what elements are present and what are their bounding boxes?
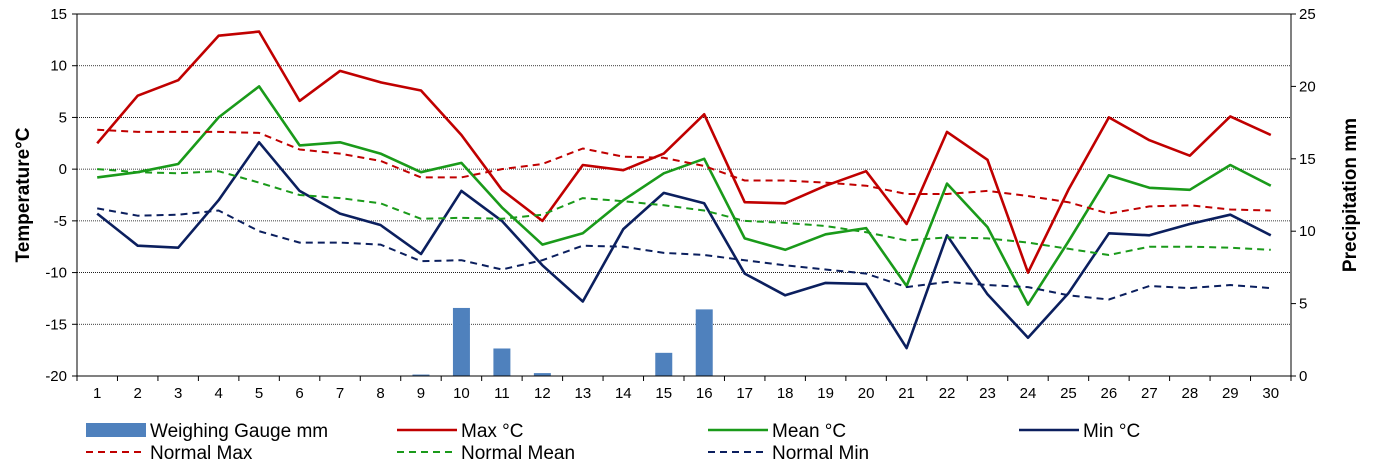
bar-series [412,307,713,376]
x-tick-label: 9 [417,385,425,402]
series-line [97,85,1272,306]
precip-bar [695,309,713,376]
x-tick-label: 3 [174,385,182,402]
right-axis-ticks: 0 5 10 15 20 25 [1291,6,1316,385]
x-tick-label: 28 [1181,385,1198,402]
series-line [97,128,1271,215]
precip-bar [412,374,430,376]
x-tick-label: 20 [858,385,875,402]
x-tick-label: 1 [93,385,101,402]
y-left-tick-label: -20 [45,368,67,385]
x-tick-label: 23 [979,385,996,402]
y-left-tick-label: 0 [59,161,67,178]
y-right-tick-label: 25 [1299,6,1316,23]
x-tick-label: 24 [1020,385,1037,402]
y-left-tick-label: -10 [45,265,67,282]
x-tick-label: 5 [255,385,263,402]
line-series [96,30,1272,350]
x-tick-label: 22 [939,385,956,402]
precip-bar [452,307,470,376]
y-left-tick-label: 5 [59,109,67,126]
y-right-tick-label: 15 [1299,151,1316,168]
y-left-tick-label: 10 [50,58,67,75]
y-left-axis-title: Temperature°C [13,127,34,262]
legend-label: Min °C [1083,421,1140,442]
legend-label: Weighing Gauge mm [150,421,328,442]
plot-area-frame [76,13,1292,377]
x-tick-label: 14 [615,385,632,402]
x-tick-label: 10 [453,385,470,402]
x-tick-label: 12 [534,385,551,402]
legend-label: Normal Mean [461,443,575,464]
legend-label: Normal Min [772,443,869,464]
x-axis-ticks: 1 2 3 4 5 6 7 8 9 10 11 12 13 14 15 16 17 18 19 20 21 22 23 24 2… [76,376,1292,402]
x-tick-label: 19 [817,385,834,402]
x-tick-label: 13 [574,385,591,402]
precip-bar [493,348,511,376]
legend: Weighing Gauge mm Max °C Mean °C Min °C Norm… [86,421,1140,464]
y-left-tick-label: -15 [45,316,67,333]
series-line [97,207,1271,301]
y-right-tick-label: 0 [1299,368,1307,385]
series-line [96,30,1272,274]
legend-label: Normal Max [150,443,253,464]
x-tick-label: 7 [336,385,344,402]
x-tick-label: 21 [898,385,915,402]
x-tick-label: 29 [1222,385,1239,402]
y-right-tick-label: 10 [1299,223,1316,240]
legend-label: Max °C [461,421,524,442]
grid-lines [77,65,1291,325]
legend-swatch [86,423,146,437]
y-right-tick-label: 20 [1299,78,1316,95]
x-tick-label: 25 [1060,385,1077,402]
y-left-tick-label: 15 [50,6,67,23]
y-right-axis-title: Precipitation mm [1340,118,1361,272]
y-left-tick-label: -5 [54,213,67,230]
x-tick-label: 8 [376,385,384,402]
precip-bar [533,373,551,376]
x-tick-label: 2 [134,385,142,402]
x-tick-label: 17 [736,385,753,402]
x-tick-label: 30 [1262,385,1279,402]
x-tick-label: 18 [777,385,794,402]
legend-label: Mean °C [772,421,846,442]
precip-bar [655,352,673,376]
x-tick-label: 26 [1101,385,1118,402]
y-right-tick-label: 5 [1299,296,1307,313]
x-tick-label: 16 [696,385,713,402]
left-axis-ticks: -20 -15 -10 -5 0 5 10 15 [45,6,77,385]
x-tick-label: 15 [655,385,672,402]
x-tick-label: 4 [214,385,222,402]
series-line [96,141,1272,350]
x-tick-label: 11 [494,385,510,402]
series-line [97,168,1271,256]
x-tick-label: 6 [295,385,303,402]
x-tick-label: 27 [1141,385,1158,402]
